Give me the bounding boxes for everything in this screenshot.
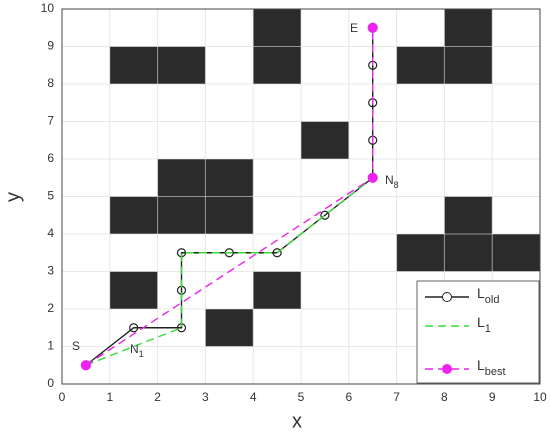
obstacle	[253, 46, 301, 84]
y-tick-label: 8	[47, 76, 54, 90]
annotation-main: S	[72, 339, 80, 353]
obstacle	[444, 234, 493, 272]
x-tick-label: 4	[250, 390, 257, 404]
obstacle	[396, 46, 445, 84]
marker	[367, 22, 378, 33]
marker	[129, 323, 139, 333]
legend-label: Lold	[477, 285, 499, 306]
y-tick-label: 0	[47, 376, 54, 390]
obstacle	[109, 196, 158, 234]
y-tick-label: 9	[47, 39, 54, 53]
obstacle	[109, 46, 158, 84]
legend-marker	[442, 292, 452, 302]
y-axis-label: y	[2, 192, 24, 202]
legend-box	[416, 280, 540, 384]
annotation-main: N	[385, 173, 394, 187]
x-tick-label: 0	[59, 390, 66, 404]
marker	[367, 172, 378, 183]
obstacle	[444, 9, 493, 47]
obstacle	[109, 271, 158, 309]
annotation: E	[350, 21, 358, 35]
marker	[320, 210, 330, 220]
legend-label-main: L	[477, 285, 485, 301]
legend-label-sub: old	[485, 294, 500, 306]
obstacle	[253, 271, 301, 309]
obstacle	[205, 196, 254, 234]
obstacle	[396, 234, 445, 272]
legend-label-main: L	[477, 357, 485, 373]
obstacle	[444, 46, 493, 84]
annotation: N1	[130, 342, 144, 359]
legend-label-sub: 1	[485, 323, 491, 335]
y-tick-label: 3	[47, 264, 54, 278]
annotation: S	[72, 339, 80, 353]
obstacle	[492, 234, 540, 272]
legend-marker	[442, 364, 452, 374]
obstacle	[205, 159, 254, 197]
annotation: N8	[385, 173, 399, 190]
obstacle	[157, 46, 206, 84]
obstacle	[444, 196, 493, 234]
y-tick-label: 1	[47, 339, 54, 353]
plot-frame	[61, 8, 541, 385]
y-tick-label: 5	[47, 189, 54, 203]
annotation-main: E	[350, 21, 358, 35]
obstacle	[253, 9, 301, 47]
x-tick-label: 7	[393, 390, 400, 404]
y-tick-label: 6	[47, 151, 54, 165]
x-tick-label: 8	[441, 390, 448, 404]
obstacle	[157, 159, 206, 197]
obstacle	[301, 121, 349, 159]
x-axis-label: x	[292, 410, 302, 432]
x-tick-label: 10	[533, 390, 547, 404]
annotation-sub: 1	[139, 349, 144, 359]
legend-label-main: L	[477, 314, 485, 330]
legend-label: L1	[477, 314, 491, 335]
legend-label: Lbest	[477, 357, 506, 378]
legend-label-sub: best	[485, 366, 506, 378]
annotation-main: N	[130, 342, 139, 356]
x-tick-label: 1	[106, 390, 113, 404]
x-tick-label: 9	[489, 390, 496, 404]
y-tick-label: 10	[41, 1, 55, 15]
x-tick-label: 6	[345, 390, 352, 404]
x-tick-label: 2	[154, 390, 161, 404]
marker	[272, 248, 282, 258]
y-tick-label: 2	[47, 301, 54, 315]
annotation-sub: 8	[394, 180, 399, 190]
y-tick-label: 4	[47, 226, 54, 240]
x-tick-label: 5	[298, 390, 305, 404]
marker	[80, 360, 92, 371]
obstacle	[157, 196, 206, 234]
obstacle	[205, 309, 254, 347]
x-tick-label: 3	[202, 390, 209, 404]
y-tick-label: 7	[47, 114, 54, 128]
